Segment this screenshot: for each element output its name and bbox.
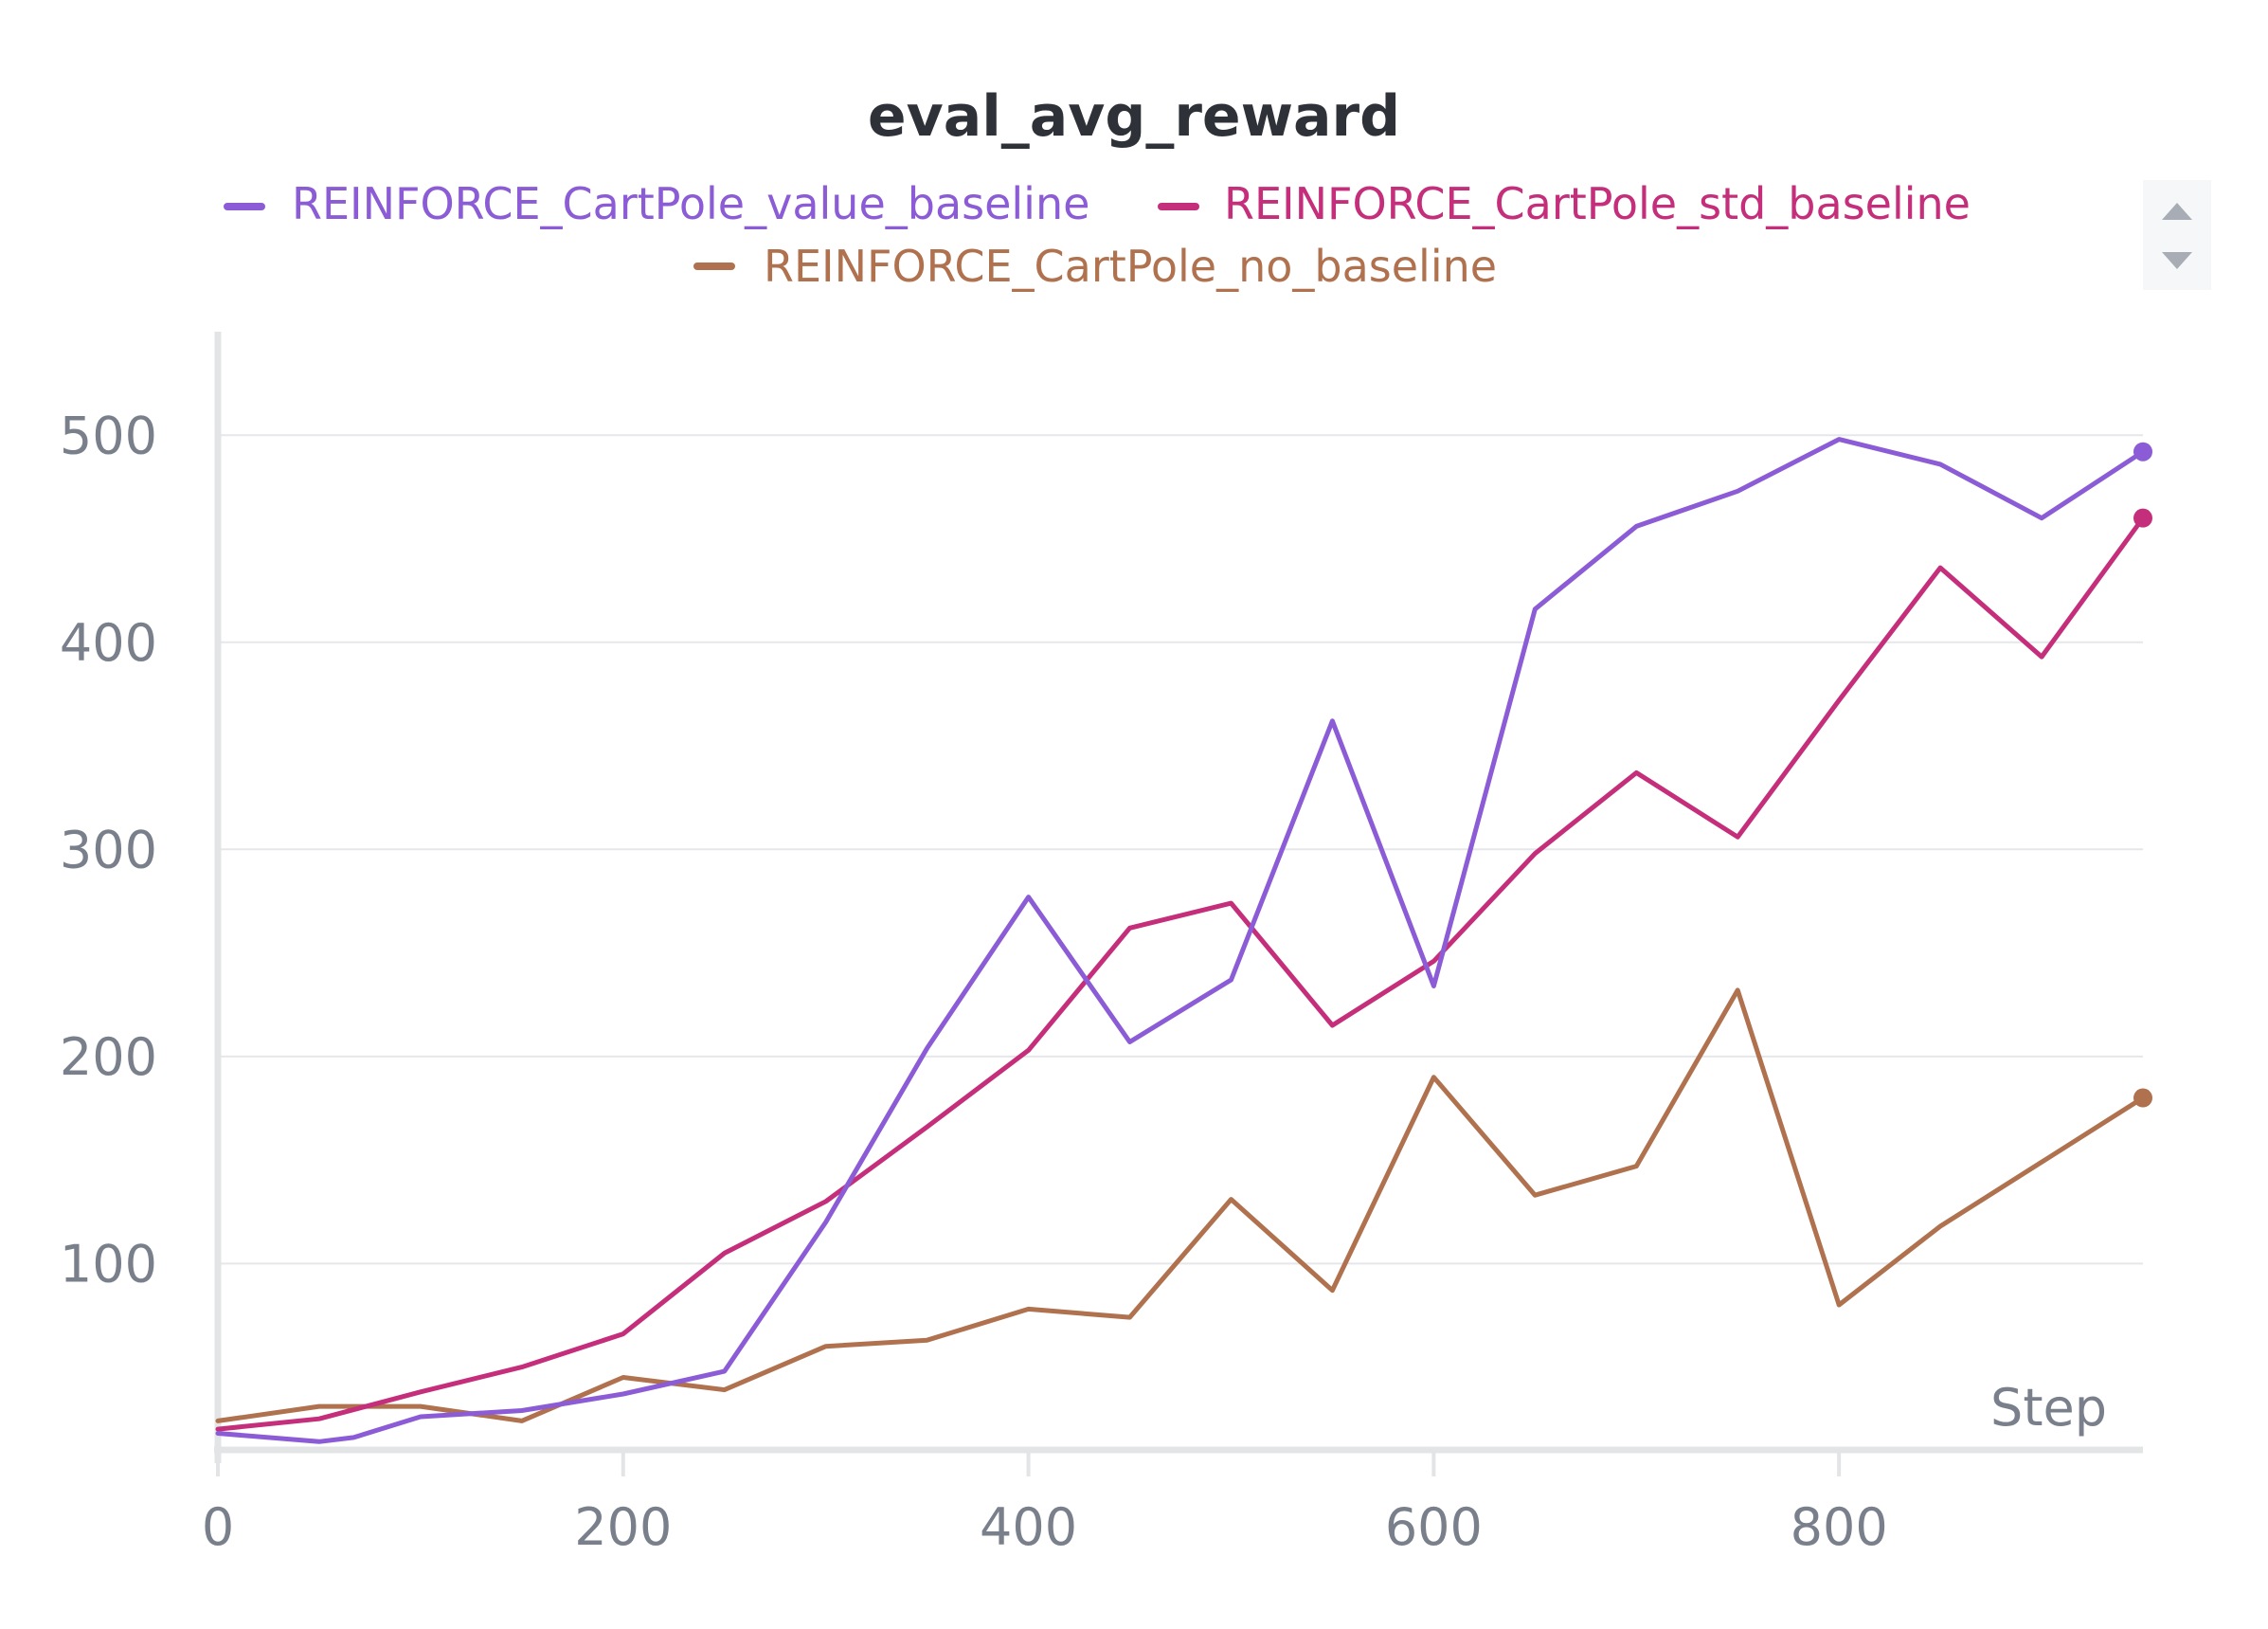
y-tick-label: 200 — [60, 1027, 157, 1087]
x-tick-label: 600 — [1385, 1497, 1483, 1557]
series-line-2[interactable] — [215, 987, 2146, 1423]
x-tick-label: 400 — [980, 1497, 1077, 1557]
legend-swatch — [224, 203, 265, 210]
y-tick-label: 300 — [60, 820, 157, 879]
x-axis-label: Step — [1990, 1378, 2107, 1438]
series-endpoint-2[interactable] — [2133, 1088, 2152, 1108]
legend-item-std-baseline[interactable]: REINFORCE_CartPole_std_baseline — [1158, 178, 1971, 229]
series-line-1[interactable] — [215, 516, 2146, 1432]
legend-label: REINFORCE_CartPole_no_baseline — [764, 241, 1497, 292]
x-tick-label: 200 — [574, 1497, 672, 1557]
legend-label: REINFORCE_CartPole_std_baseline — [1224, 178, 1971, 229]
chart-title: eval_avg_reward — [868, 83, 1400, 150]
legend-label: REINFORCE_CartPole_value_baseline — [292, 178, 1089, 229]
series-endpoint-1[interactable] — [2133, 508, 2152, 528]
legend-scroll — [2143, 180, 2211, 290]
series-line-0[interactable] — [215, 437, 2146, 1444]
y-axis-ticks: 100 200 300 400 500 — [60, 406, 157, 1294]
legend: REINFORCE_CartPole_value_baseline REINFO… — [224, 178, 2211, 292]
x-axis-ticks: 0 200 400 600 800 — [202, 1450, 1888, 1557]
series-endpoint-0[interactable] — [2133, 442, 2152, 462]
legend-scroll-track — [2143, 180, 2211, 290]
y-tick-label: 500 — [60, 406, 157, 465]
grid — [218, 434, 2143, 1265]
y-tick-label: 100 — [60, 1234, 157, 1294]
x-tick-label: 0 — [202, 1497, 234, 1557]
axes — [214, 332, 2143, 1463]
legend-swatch — [1158, 203, 1199, 210]
x-tick-label: 800 — [1791, 1497, 1888, 1557]
legend-item-no-baseline[interactable]: REINFORCE_CartPole_no_baseline — [693, 241, 1497, 292]
y-tick-label: 400 — [60, 613, 157, 673]
series — [215, 437, 2152, 1444]
triangle-up-icon[interactable] — [2162, 203, 2192, 220]
legend-swatch — [693, 262, 735, 270]
triangle-down-icon[interactable] — [2162, 252, 2192, 269]
legend-item-value-baseline[interactable]: REINFORCE_CartPole_value_baseline — [224, 178, 1089, 229]
